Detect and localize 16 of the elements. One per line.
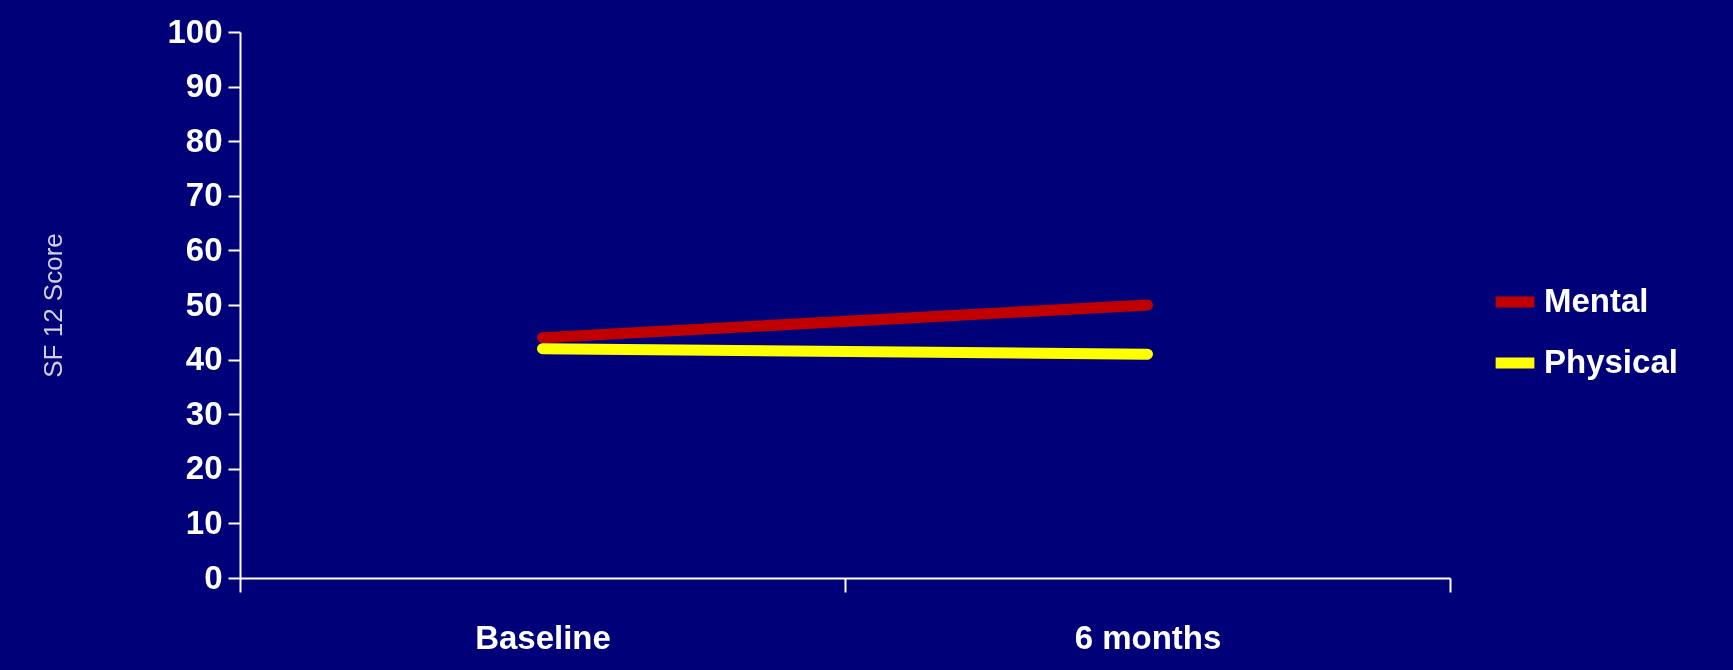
x-tick-label: Baseline [475,618,611,656]
y-tick-label: 70 [185,176,223,214]
x-tick-label: 6 months [1074,618,1222,656]
y-tick-label: 50 [185,285,223,323]
y-tick-label: 40 [185,340,223,378]
y-tick-label: 60 [185,230,223,268]
y-tick-label: 90 [185,67,223,105]
y-tick-label: 0 [204,558,223,596]
y-tick-label: 10 [185,503,223,541]
y-axis-title: SF 12 Score [38,233,69,378]
y-tick-label: 20 [185,449,223,487]
y-tick-label: 30 [185,394,223,432]
y-tick-label: 80 [185,121,223,159]
legend-label: Mental [1544,282,1649,319]
legend-label: Physical [1544,343,1678,380]
y-tick-label: 100 [167,12,223,50]
